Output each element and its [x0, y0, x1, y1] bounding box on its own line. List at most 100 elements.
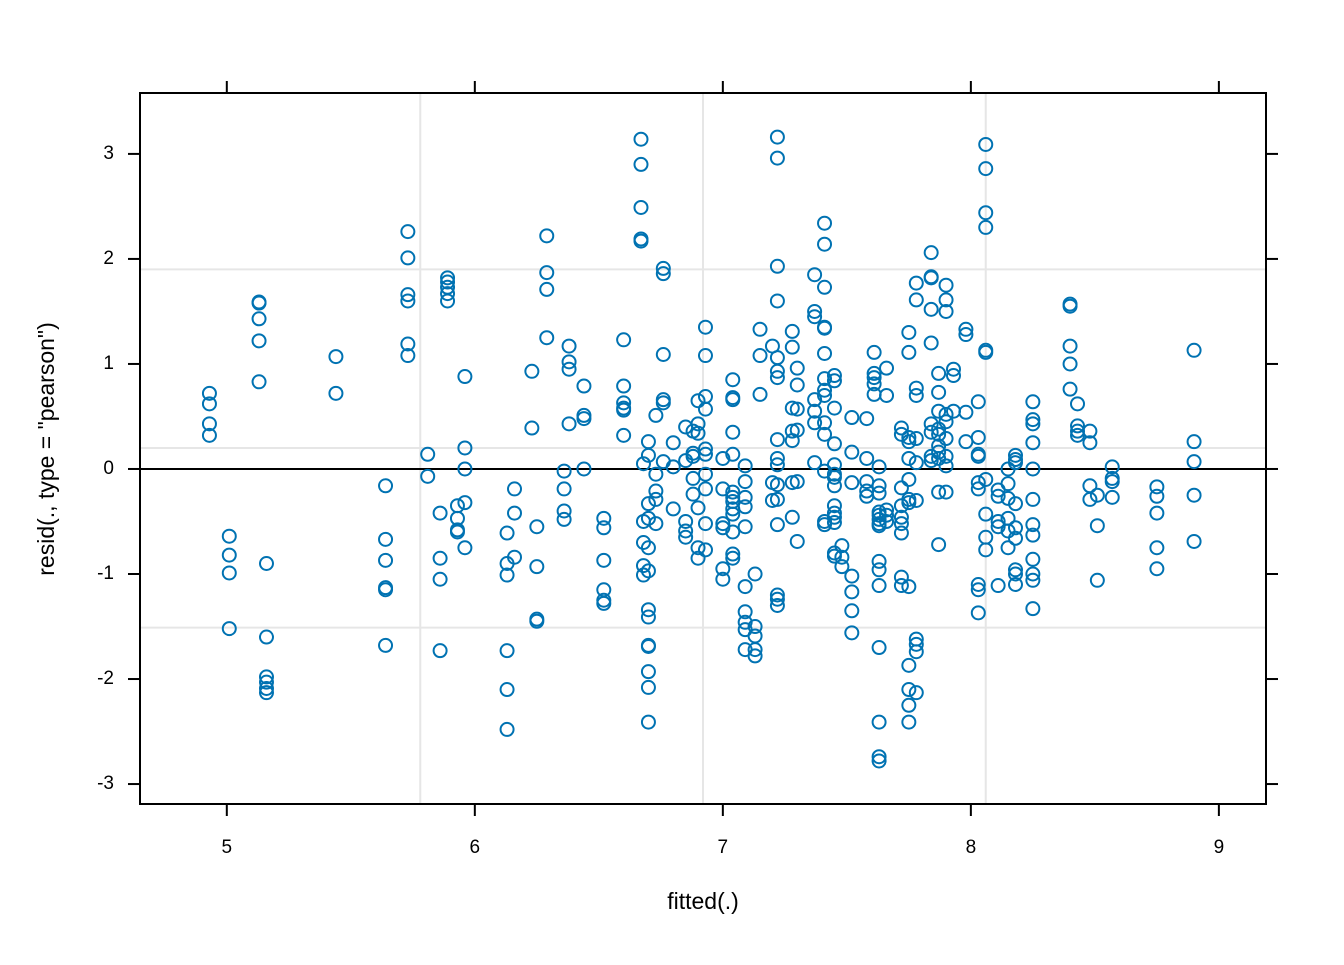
y-tick-label: -3	[97, 773, 114, 794]
point	[378, 552, 394, 568]
point	[1008, 496, 1024, 512]
point	[737, 579, 753, 595]
point	[697, 348, 713, 364]
point	[737, 519, 753, 535]
point	[715, 520, 731, 536]
point	[1000, 540, 1016, 556]
point	[715, 450, 731, 466]
point	[807, 403, 823, 419]
point	[378, 478, 394, 494]
point	[635, 534, 651, 550]
point	[556, 511, 572, 527]
point	[893, 480, 909, 496]
point	[826, 436, 842, 452]
point	[789, 474, 805, 490]
point	[725, 392, 741, 408]
point	[945, 368, 961, 384]
point	[826, 515, 842, 531]
point	[1025, 461, 1041, 477]
point	[539, 228, 555, 244]
point	[752, 321, 768, 337]
point	[908, 387, 924, 403]
point	[539, 265, 555, 281]
point	[923, 448, 939, 464]
point	[978, 219, 994, 235]
point	[1025, 527, 1041, 543]
point	[640, 496, 656, 512]
point	[879, 360, 895, 376]
point	[789, 377, 805, 393]
point	[690, 416, 706, 432]
plot-frame	[139, 92, 1267, 805]
point	[201, 416, 217, 432]
point	[901, 344, 917, 360]
point	[697, 441, 713, 457]
x-tick-label: 7	[718, 837, 729, 858]
point	[1089, 572, 1105, 588]
point	[871, 578, 887, 594]
x-axis-title: fitted(.)	[667, 888, 739, 914]
point	[655, 260, 671, 276]
point	[747, 619, 763, 635]
point	[990, 513, 1006, 529]
point	[400, 293, 416, 309]
point	[938, 458, 954, 474]
point	[807, 455, 823, 471]
point	[648, 491, 664, 507]
point	[507, 481, 523, 497]
point	[529, 559, 545, 575]
point	[258, 629, 274, 645]
point	[1008, 520, 1024, 536]
point	[826, 505, 842, 521]
point	[879, 502, 895, 518]
point	[807, 392, 823, 408]
point	[737, 499, 753, 515]
point	[1149, 540, 1165, 556]
point	[685, 486, 701, 502]
point	[499, 643, 515, 659]
point	[908, 380, 924, 396]
point	[221, 565, 237, 581]
point	[958, 434, 974, 450]
point	[258, 674, 274, 690]
point	[576, 461, 592, 477]
point	[690, 500, 706, 516]
point	[908, 644, 924, 660]
point	[1070, 418, 1086, 434]
point	[556, 503, 572, 519]
point	[893, 525, 909, 541]
point	[859, 450, 875, 466]
point	[970, 475, 986, 491]
point	[1062, 338, 1078, 354]
point	[737, 604, 753, 620]
point	[499, 682, 515, 698]
point	[400, 348, 416, 364]
point	[633, 199, 649, 215]
point	[789, 401, 805, 417]
point	[871, 714, 887, 730]
point	[769, 150, 785, 166]
point	[1008, 577, 1024, 593]
point	[908, 492, 924, 508]
point	[1025, 572, 1041, 588]
point	[524, 420, 540, 436]
point	[901, 434, 917, 450]
point	[901, 579, 917, 595]
point	[1082, 423, 1098, 439]
point	[978, 161, 994, 177]
point	[769, 457, 785, 473]
point	[769, 491, 785, 507]
point	[725, 424, 741, 440]
point	[457, 540, 473, 556]
point	[844, 603, 860, 619]
point	[737, 614, 753, 630]
point	[970, 582, 986, 598]
point	[697, 319, 713, 335]
point	[769, 350, 785, 366]
point	[457, 461, 473, 477]
point	[258, 680, 274, 696]
point	[826, 373, 842, 389]
point	[871, 753, 887, 769]
point	[807, 415, 823, 431]
point	[908, 455, 924, 471]
